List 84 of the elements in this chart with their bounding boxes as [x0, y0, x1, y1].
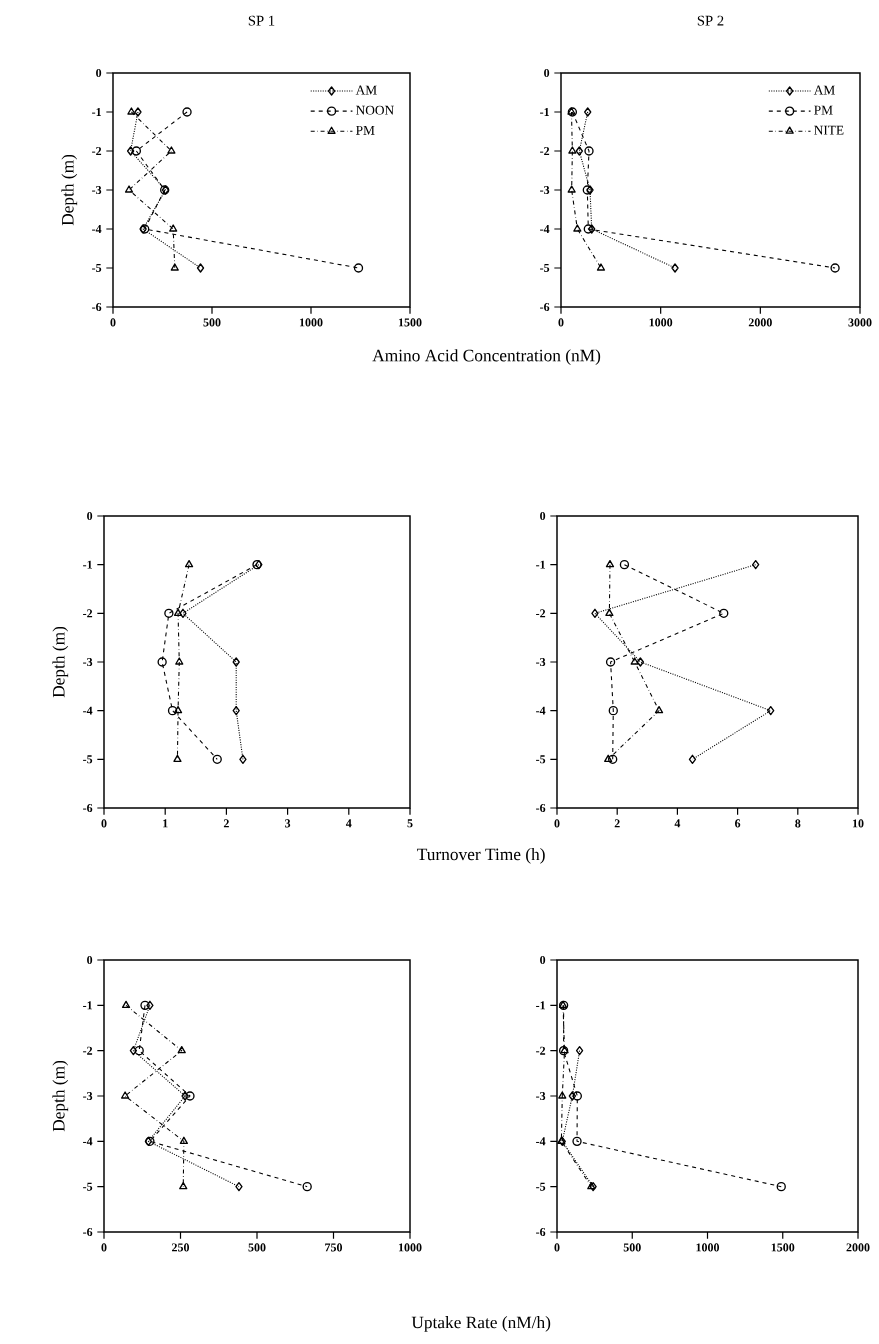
y-axis-title: Depth (m) — [61, 154, 78, 226]
legend-label: PM — [356, 125, 375, 135]
y-tick-label: -1 — [536, 560, 545, 569]
y-tick-label: -2 — [540, 147, 550, 155]
x-tick-label: 0 — [554, 1243, 560, 1252]
x-tick-label: 500 — [623, 1243, 641, 1252]
x-axis-title: Uptake Rate (nM/h) — [411, 1316, 551, 1332]
y-tick-label: -5 — [83, 755, 93, 764]
y-tick-label: -3 — [536, 657, 546, 667]
legend-label: NOON — [356, 105, 394, 115]
y-axis-title: Depth (m) — [52, 1060, 69, 1132]
y-tick-label: -3 — [92, 185, 102, 195]
legend-label: AM — [355, 85, 377, 95]
x-tick-label: 1000 — [299, 318, 323, 327]
y-tick-label: -5 — [536, 1182, 546, 1191]
y-tick-label: -3 — [83, 657, 93, 667]
x-tick-label: 5 — [407, 819, 413, 828]
y-tick-label: 0 — [96, 68, 102, 78]
y-tick-label: -4 — [92, 225, 102, 233]
y-tick-label: -6 — [540, 302, 550, 312]
y-tick-label: -6 — [536, 1227, 546, 1237]
x-tick-label: 500 — [248, 1243, 266, 1252]
y-tick-label: 0 — [540, 955, 546, 965]
x-tick-label: 0 — [558, 318, 564, 327]
x-tick-label: 4 — [345, 819, 352, 828]
y-tick-label: -6 — [92, 302, 102, 312]
legend-label: PM — [814, 105, 833, 115]
y-tick-label: -4 — [536, 1137, 546, 1146]
y-tick-label: -6 — [83, 1227, 93, 1237]
x-tick-label: 10 — [852, 819, 864, 828]
y-tick-label: -1 — [536, 1001, 545, 1010]
y-tick-label: 0 — [87, 511, 93, 521]
y-tick-label: -2 — [83, 1046, 93, 1055]
x-tick-label: 250 — [172, 1243, 190, 1252]
y-tick-label: -2 — [536, 609, 546, 618]
y-tick-label: -3 — [536, 1091, 546, 1101]
chart-title: SP 2 — [697, 15, 724, 26]
x-tick-label: 4 — [674, 819, 681, 828]
x-tick-label: 2000 — [846, 1243, 870, 1252]
y-tick-label: -6 — [83, 803, 93, 813]
y-tick-label: -4 — [540, 225, 550, 233]
y-tick-label: -4 — [536, 706, 546, 715]
y-tick-label: -1 — [92, 108, 101, 116]
x-tick-label: 1500 — [398, 318, 422, 327]
x-tick-label: 500 — [203, 318, 221, 327]
y-tick-label: -1 — [540, 108, 549, 116]
y-axis-title: Depth (m) — [52, 626, 69, 698]
x-tick-label: 2 — [223, 819, 229, 828]
x-axis-title: Amino Acid Concentration (nM) — [372, 349, 601, 365]
x-tick-label: 1000 — [649, 318, 673, 327]
y-tick-label: 0 — [544, 68, 550, 78]
x-tick-label: 1500 — [771, 1243, 795, 1252]
legend-label: NITE — [814, 125, 844, 135]
x-tick-label: 1000 — [696, 1243, 720, 1252]
y-tick-label: -1 — [83, 560, 92, 569]
x-tick-label: 8 — [795, 819, 801, 828]
x-tick-label: 6 — [735, 819, 741, 828]
y-tick-label: -5 — [540, 263, 550, 272]
y-tick-label: -6 — [536, 803, 546, 813]
chart-title: SP 1 — [248, 15, 275, 26]
y-tick-label: -2 — [536, 1046, 546, 1055]
y-tick-label: -4 — [83, 1137, 93, 1146]
x-tick-label: 0 — [554, 819, 560, 828]
y-tick-label: -2 — [92, 147, 102, 155]
x-tick-label: 1 — [163, 819, 168, 828]
y-tick-label: -4 — [83, 706, 93, 715]
x-tick-label: 1000 — [398, 1243, 422, 1252]
legend-label: AM — [813, 85, 835, 95]
x-tick-label: 2000 — [748, 318, 772, 327]
y-tick-label: -3 — [83, 1091, 93, 1101]
x-tick-label: 750 — [325, 1243, 343, 1252]
y-tick-label: -5 — [536, 755, 546, 764]
x-tick-label: 3000 — [848, 318, 872, 327]
y-tick-label: -1 — [83, 1001, 92, 1010]
y-tick-label: -5 — [92, 263, 102, 272]
y-tick-label: -5 — [83, 1182, 93, 1191]
x-tick-label: 0 — [110, 318, 116, 327]
x-tick-label: 3 — [285, 819, 291, 828]
y-tick-label: -2 — [83, 609, 93, 618]
y-tick-label: 0 — [87, 955, 93, 965]
x-axis-title: Turnover Time (h) — [417, 848, 545, 864]
x-tick-label: 2 — [614, 819, 620, 828]
y-tick-label: -3 — [540, 185, 550, 195]
y-tick-label: 0 — [540, 511, 546, 521]
